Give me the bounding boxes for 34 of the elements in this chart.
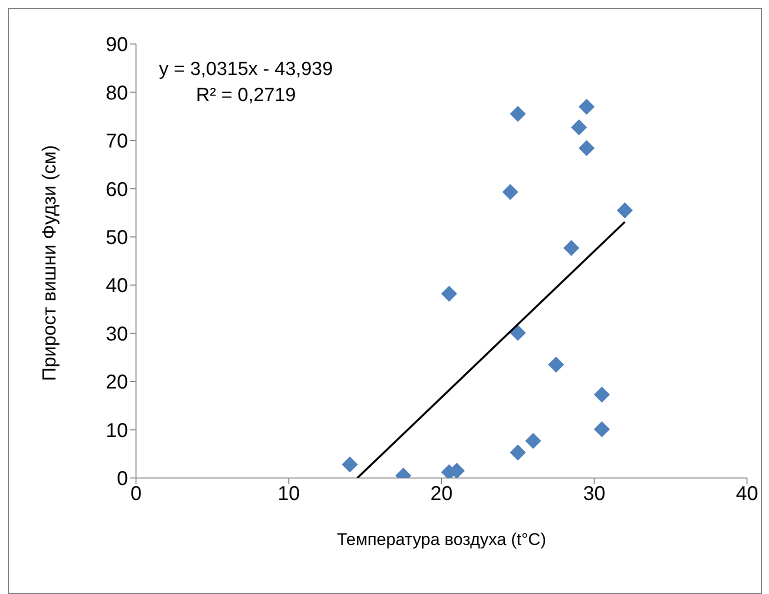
x-axis-title: Температура воздуха (t°C) <box>336 530 546 549</box>
point <box>570 119 587 136</box>
point <box>510 324 526 341</box>
point <box>578 140 595 156</box>
point <box>563 240 580 256</box>
y-tick-label: 0 <box>116 468 128 490</box>
y-tick-label: 30 <box>106 323 128 346</box>
y-tick-label: 60 <box>106 178 128 201</box>
point <box>342 456 358 472</box>
x-tick-label: 0 <box>130 483 142 506</box>
annotation: R² = 0,2719 <box>194 84 297 108</box>
y-tick-label: 10 <box>106 420 128 442</box>
y-tick-label: 20 <box>106 372 128 394</box>
point <box>441 286 458 302</box>
y-tick-label: 50 <box>106 226 128 249</box>
x-tick-label: 40 <box>736 483 758 506</box>
point <box>616 202 633 218</box>
point <box>594 386 610 403</box>
y-axis-title: Прирост вишни Фудзи (см) <box>40 144 61 381</box>
point <box>578 98 595 115</box>
y-tick-label: 40 <box>106 275 128 298</box>
point <box>525 432 542 449</box>
y-tick-label: 70 <box>106 130 128 153</box>
annotation: y = 3,0315x - 43,939 <box>159 58 333 82</box>
x-tick-label: 10 <box>278 483 300 506</box>
point <box>502 184 518 200</box>
point <box>510 106 526 122</box>
point <box>510 444 526 460</box>
y-tick-label: 80 <box>106 82 128 104</box>
point <box>548 356 564 373</box>
point <box>594 421 610 438</box>
x-tick-label: 30 <box>583 483 606 506</box>
x-tick-label: 20 <box>430 483 453 506</box>
y-tick-label: 90 <box>106 34 128 56</box>
